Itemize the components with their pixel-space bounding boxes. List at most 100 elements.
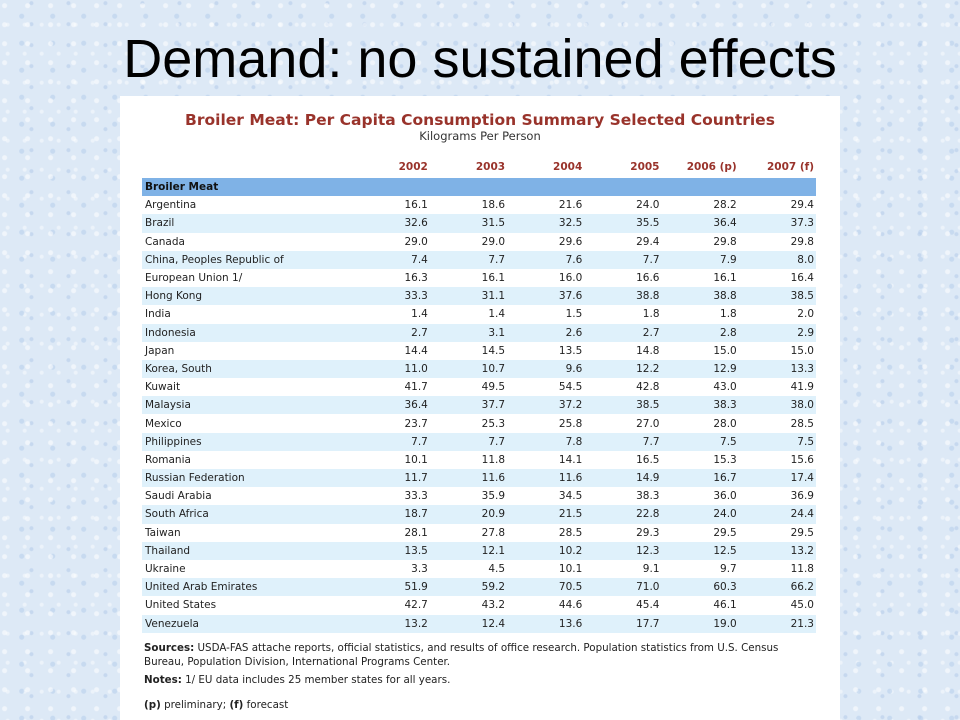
value-cell: 23.7 [352, 414, 430, 433]
value-cell: 1.8 [584, 305, 662, 324]
value-cell: 34.5 [507, 487, 585, 506]
table-notes: Sources: USDA-FAS attache reports, offic… [144, 641, 816, 712]
table-header-row: 2002 2003 2004 2005 2006 (p) 2007 (f) [142, 157, 816, 178]
value-cell: 4.5 [429, 559, 508, 579]
value-cell: 31.5 [429, 214, 508, 233]
table-row: Hong Kong 33.3 31.1 37.6 38.8 38.8 38.5 [142, 287, 816, 306]
value-cell: 18.7 [352, 505, 430, 524]
value-cell: 32.5 [507, 214, 585, 233]
table-row: Korea, South 11.0 10.7 9.6 12.2 12.9 13.3 [142, 359, 816, 379]
value-cell: 7.5 [661, 432, 739, 451]
value-cell: 43.2 [429, 596, 508, 615]
table-row: Malaysia 36.4 37.7 37.2 38.5 38.3 38.0 [142, 396, 816, 415]
value-cell: 60.3 [661, 578, 739, 597]
value-cell: 11.8 [429, 450, 508, 469]
value-cell: 29.4 [738, 196, 816, 215]
table-row: European Union 1/16.3 16.1 16.0 16.6 16.1 16.… [142, 268, 816, 288]
value-cell: 54.5 [507, 378, 585, 397]
value-cell: 37.2 [507, 396, 585, 415]
value-cell: 13.6 [507, 614, 585, 633]
value-cell: 31.1 [429, 287, 508, 306]
value-cell: 16.7 [661, 469, 739, 488]
country-cell: Thailand [142, 541, 353, 560]
value-cell: 38.3 [661, 396, 739, 415]
value-cell: 8.0 [738, 250, 816, 269]
value-cell: 14.5 [429, 341, 508, 360]
table-row: Russian Federation 11.7 11.6 11.6 14.9 16.7 17… [142, 469, 816, 488]
country-cell: Japan [142, 341, 353, 360]
value-cell: 2.6 [507, 323, 585, 342]
value-cell: 16.4 [738, 268, 816, 288]
sources-note: Sources: USDA-FAS attache reports, offic… [144, 641, 816, 669]
value-cell: 7.7 [584, 250, 662, 269]
value-cell: 10.1 [507, 559, 585, 579]
value-cell: 44.6 [507, 596, 585, 615]
value-cell: 32.6 [352, 214, 430, 233]
value-cell: 16.1 [661, 268, 739, 288]
value-cell: 41.9 [738, 378, 816, 397]
value-cell: 36.4 [661, 214, 739, 233]
value-cell: 38.3 [584, 487, 662, 506]
table-row: Ukraine 3.3 4.5 10.1 9.1 9.7 11.8 [142, 559, 816, 579]
value-cell: 21.5 [507, 505, 585, 524]
preliminary-label: (p) [144, 699, 161, 711]
country-cell: United Arab Emirates [142, 578, 353, 597]
forecast-label: (f) [229, 699, 244, 711]
table-row: Japan 14.4 14.5 13.5 14.8 15.0 15.0 [142, 341, 816, 360]
value-cell: 17.4 [738, 469, 816, 488]
value-cell: 2.7 [352, 323, 430, 342]
table-subtitle: Kilograms Per Person [419, 129, 541, 143]
value-cell: 12.1 [429, 541, 508, 560]
value-cell: 37.7 [429, 396, 508, 415]
value-cell: 16.3 [352, 268, 430, 288]
value-cell: 3.3 [352, 559, 430, 579]
value-cell: 10.2 [507, 541, 585, 560]
country-cell: Taiwan [142, 523, 353, 542]
value-cell: 51.9 [352, 578, 430, 597]
value-cell: 35.9 [429, 487, 508, 506]
header-year: 2003 [429, 157, 508, 178]
table-title: Broiler Meat: Per Capita Consumption Sum… [185, 111, 775, 129]
value-cell: 38.8 [584, 287, 662, 306]
value-cell: 12.2 [584, 359, 662, 379]
value-cell: 11.7 [352, 469, 430, 488]
sources-text: USDA-FAS attache reports, official stati… [144, 642, 779, 668]
value-cell: 28.1 [352, 523, 430, 542]
value-cell: 28.5 [738, 414, 816, 433]
country-cell: Indonesia [142, 323, 353, 342]
value-cell: 13.5 [507, 341, 585, 360]
value-cell: 16.1 [429, 268, 508, 288]
value-cell: 38.5 [584, 396, 662, 415]
table-panel: Broiler Meat: Per Capita Consumption Sum… [120, 96, 840, 720]
value-cell: 7.9 [661, 250, 739, 269]
value-cell: 12.5 [661, 541, 739, 560]
value-cell: 41.7 [352, 378, 430, 397]
value-cell: 3.1 [429, 323, 508, 342]
value-cell: 16.6 [584, 268, 662, 288]
value-cell: 36.0 [661, 487, 739, 506]
value-cell: 15.0 [661, 341, 739, 360]
forecast-text: forecast [243, 699, 289, 711]
slide-title: Demand: no sustained effects [123, 29, 837, 89]
value-cell: 10.7 [429, 359, 508, 379]
country-cell: Kuwait [142, 378, 353, 397]
value-cell: 49.5 [429, 378, 508, 397]
value-cell: 28.5 [507, 523, 585, 542]
value-cell: 1.8 [661, 305, 739, 324]
group-label: Broiler Meat [142, 177, 816, 197]
value-cell: 21.3 [738, 614, 816, 633]
value-cell: 24.4 [738, 505, 816, 524]
table-row: Romania 10.1 11.8 14.1 16.5 15.3 15.6 [142, 450, 816, 469]
value-cell: 7.8 [507, 432, 585, 451]
country-cell: Hong Kong [142, 287, 353, 306]
value-cell: 29.8 [661, 232, 739, 251]
header-year: 2007 (f) [738, 157, 816, 178]
value-cell: 11.6 [507, 469, 585, 488]
country-cell: Canada [142, 232, 353, 251]
value-cell: 29.5 [661, 523, 739, 542]
table-row: Taiwan 28.1 27.8 28.5 29.3 29.5 29.5 [142, 523, 816, 542]
header-year: 2006 (p) [661, 157, 739, 178]
value-cell: 2.7 [584, 323, 662, 342]
value-cell: 36.4 [352, 396, 430, 415]
table-row: Venezuela 13.2 12.4 13.6 17.7 19.0 21.3 [142, 614, 816, 633]
